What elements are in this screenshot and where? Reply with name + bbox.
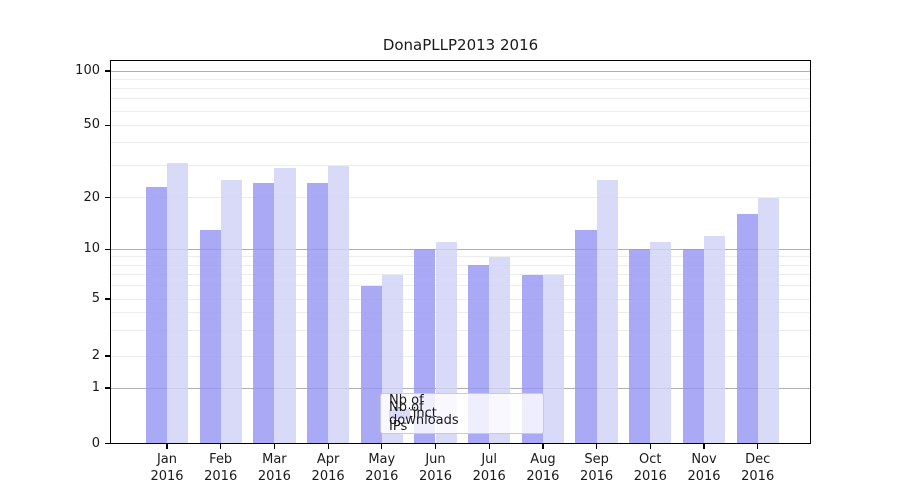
x-axis-tick-label-dec: Dec 2016 [731, 452, 785, 485]
x-axis-tick-oct [649, 444, 651, 449]
y-axis-tick-20 [105, 197, 111, 199]
x-axis-tick-year-apr: 2016 [311, 468, 345, 484]
x-axis-tick-label-oct: Oct 2016 [623, 452, 677, 485]
gridline-minor-90 [111, 78, 810, 80]
gridline-minor-70 [111, 98, 810, 100]
x-axis-tick-label-may: May 2016 [355, 452, 409, 485]
x-axis-tick-year-feb: 2016 [204, 468, 238, 484]
legend-swatch-downloads [389, 408, 410, 419]
x-axis-tick-jul [488, 444, 490, 449]
gridline-minor-7 [111, 274, 810, 276]
y-axis-tick-label-100: 100 [75, 63, 100, 78]
bar-distinct-ips-may [360, 285, 382, 444]
x-axis-tick-may [381, 444, 383, 449]
x-axis-tick-year-sep: 2016 [580, 468, 614, 484]
bar-downloads-apr [328, 165, 350, 444]
gridline-minor-4 [111, 312, 810, 314]
y-axis-tick-1 [105, 387, 111, 389]
bar-downloads-jan [167, 163, 189, 444]
x-axis-tick-feb [220, 444, 222, 449]
y-axis-tick-100 [105, 70, 111, 72]
gridline-minor-80 [111, 87, 810, 89]
x-axis-tick-jan [166, 444, 168, 449]
x-axis-tick-label-jan: Jan 2016 [140, 452, 194, 485]
bar-distinct-ips-mar [253, 183, 275, 444]
x-axis-tick-nov [703, 444, 705, 449]
x-axis-tick-year-mar: 2016 [257, 468, 291, 484]
gridline-minor-2 [111, 355, 810, 357]
x-axis-tick-year-may: 2016 [365, 468, 399, 484]
bar-downloads-aug [542, 274, 565, 444]
x-axis-tick-mar [273, 444, 276, 449]
x-axis-tick-aug [542, 444, 544, 449]
bar-downloads-oct [650, 242, 672, 444]
bar-distinct-ips-feb [199, 229, 221, 444]
x-axis-tick-label-jul: Jul 2016 [462, 452, 516, 485]
x-axis-tick-year-jun: 2016 [418, 468, 453, 484]
legend: Nb of distinct IPs Nb of downloads [380, 393, 544, 434]
gridline-minor-3 [111, 330, 810, 332]
y-axis-tick-10 [105, 248, 111, 250]
x-axis-tick-dec [757, 444, 759, 449]
x-axis-tick-year-jan: 2016 [150, 468, 184, 484]
gridline-minor-6 [111, 285, 810, 287]
x-axis-tick-sep [596, 444, 598, 449]
x-axis-tick-jun [434, 444, 437, 449]
y-axis-tick-label-5: 5 [91, 291, 100, 306]
x-axis-tick-year-aug: 2016 [526, 468, 560, 484]
bar-distinct-ips-apr [306, 183, 329, 444]
x-axis-tick-label-feb: Feb 2016 [194, 452, 248, 485]
bar-downloads-sep [596, 180, 618, 444]
y-axis-tick-label-0: 0 [91, 435, 100, 451]
gridline-minor-50 [111, 124, 810, 126]
gridline-minor-60 [111, 110, 810, 112]
y-axis-tick-label-10: 10 [83, 241, 100, 257]
y-axis-tick-0 [105, 442, 111, 445]
bar-downloads-feb [220, 180, 242, 444]
x-axis-tick-apr [327, 444, 329, 449]
gridline-minor-9 [111, 256, 810, 258]
gridline-minor-30 [111, 165, 810, 167]
x-axis-tick-label-sep: Sep 2016 [570, 452, 624, 485]
gridline-major-10 [111, 248, 810, 250]
x-axis-tick-year-jul: 2016 [472, 468, 506, 484]
y-axis-tick-50 [105, 124, 111, 126]
plot-border [110, 60, 811, 444]
y-axis-tick-2 [105, 355, 111, 357]
x-axis-tick-label-jun: Jun 2016 [409, 452, 463, 485]
gridline-minor-5 [111, 298, 810, 300]
chart-title: DonaPLLP2013 2016 [382, 36, 539, 54]
y-axis-tick-label-20: 20 [83, 189, 100, 205]
y-axis-tick-label-50: 50 [83, 117, 100, 133]
y-axis-tick-label-1: 1 [91, 380, 100, 395]
x-axis-tick-label-apr: Apr 2016 [301, 452, 355, 485]
bar-downloads-mar [274, 168, 296, 444]
gridline-minor-40 [111, 142, 810, 144]
bar-downloads-dec [757, 197, 779, 444]
bar-distinct-ips-nov [682, 249, 704, 444]
bar-distinct-ips-jan [145, 186, 167, 444]
bar-downloads-nov [704, 235, 726, 444]
bar-distinct-ips-dec [736, 214, 758, 444]
x-axis-tick-label-nov: Nov 2016 [677, 452, 731, 485]
legend-label-downloads: Nb of downloads [389, 399, 459, 428]
y-axis-tick-label-2: 2 [91, 348, 100, 363]
gridline-minor-8 [111, 264, 810, 266]
x-axis-tick-label-mar: Mar 2016 [247, 452, 301, 485]
x-axis-tick-year-nov: 2016 [687, 468, 721, 484]
bar-distinct-ips-sep [575, 229, 597, 444]
gridline-major-100 [111, 70, 810, 72]
x-axis-tick-year-dec: 2016 [741, 468, 775, 484]
y-axis-tick-5 [105, 298, 111, 300]
bar-distinct-ips-oct [629, 249, 651, 444]
gridline-major-1 [111, 387, 810, 389]
x-axis-tick-label-aug: Aug 2016 [516, 452, 570, 485]
x-axis-tick-year-oct: 2016 [633, 468, 667, 484]
gridline-minor-20 [111, 197, 810, 199]
